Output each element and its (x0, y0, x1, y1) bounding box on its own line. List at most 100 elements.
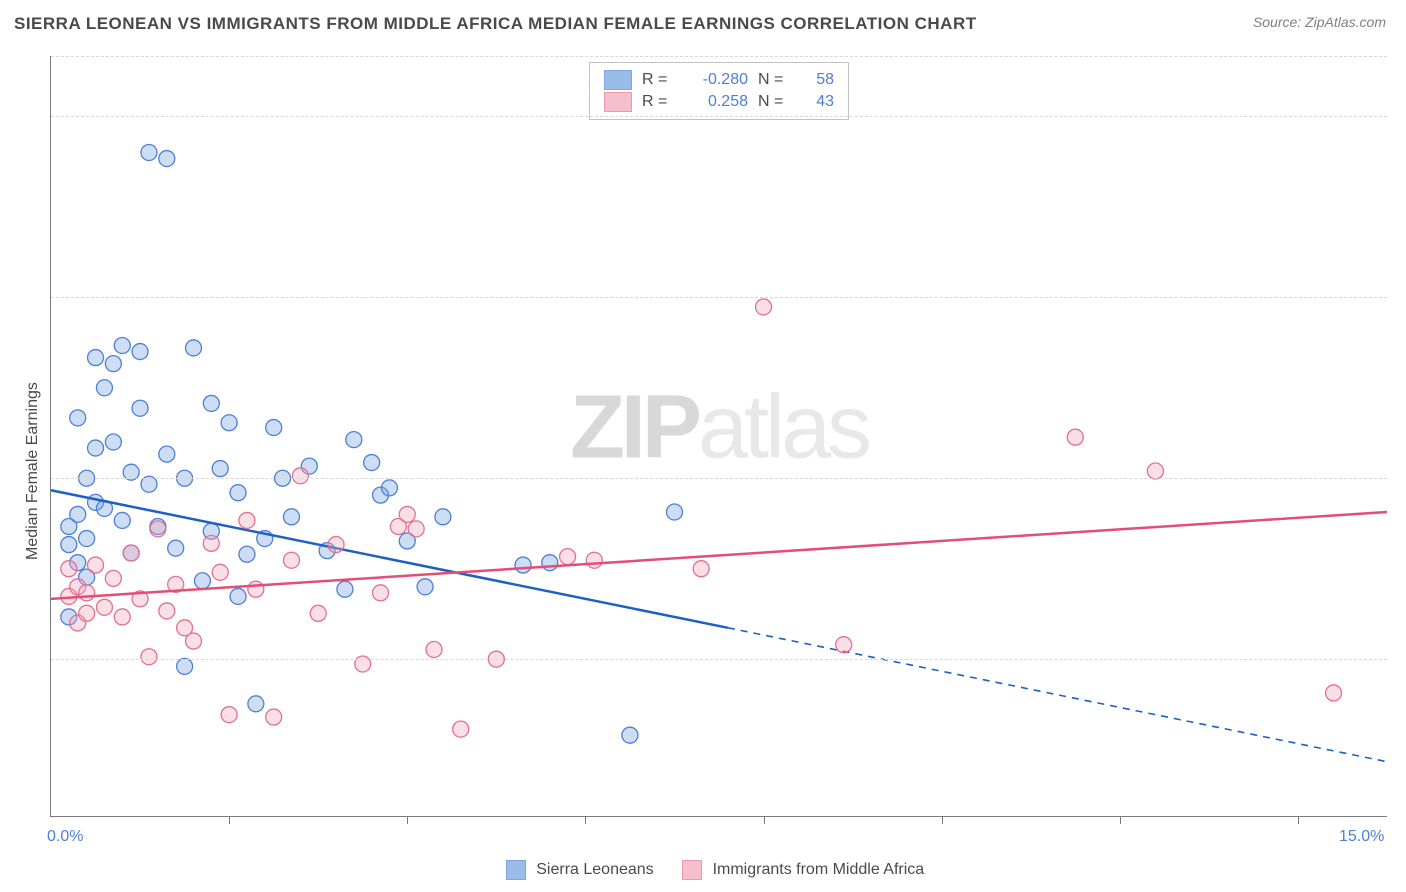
gridline (51, 116, 1387, 117)
gridline (51, 297, 1387, 298)
x-tick-mark (1298, 816, 1299, 824)
data-point (230, 588, 246, 604)
data-point (221, 707, 237, 723)
scatter-svg (51, 56, 1387, 816)
data-point (123, 545, 139, 561)
x-tick-mark (942, 816, 943, 824)
data-point (435, 509, 451, 525)
data-point (132, 344, 148, 360)
data-point (221, 415, 237, 431)
data-point (203, 395, 219, 411)
plot-area: ZIPatlas R = -0.280 N = 58 R = 0.258 N =… (50, 56, 1387, 817)
data-point (1147, 463, 1163, 479)
data-point (239, 512, 255, 528)
data-point (515, 557, 531, 573)
data-point (61, 537, 77, 553)
data-point (114, 338, 130, 354)
data-point (159, 603, 175, 619)
data-point (836, 637, 852, 653)
data-point (114, 512, 130, 528)
x-tick-label: 0.0% (47, 828, 83, 846)
source-label: Source: ZipAtlas.com (1253, 14, 1386, 30)
y-tick-label: $65,000 (1397, 287, 1406, 305)
data-point (70, 506, 86, 522)
data-point (283, 509, 299, 525)
data-point (586, 552, 602, 568)
data-point (203, 535, 219, 551)
data-point (373, 585, 389, 601)
x-tick-mark (1120, 816, 1121, 824)
data-point (79, 531, 95, 547)
bottom-label-1: Immigrants from Middle Africa (713, 861, 925, 878)
chart-title: SIERRA LEONEAN VS IMMIGRANTS FROM MIDDLE… (14, 14, 977, 34)
data-point (346, 432, 362, 448)
data-point (248, 696, 264, 712)
bottom-label-0: Sierra Leoneans (536, 861, 653, 878)
data-point (150, 521, 166, 537)
series-legend: Sierra Leoneans Immigrants from Middle A… (0, 860, 1406, 880)
data-point (328, 537, 344, 553)
gridline (51, 659, 1387, 660)
x-tick-mark (764, 816, 765, 824)
x-tick-mark (407, 816, 408, 824)
data-point (141, 145, 157, 161)
gridline (51, 56, 1387, 57)
data-point (622, 727, 638, 743)
data-point (266, 709, 282, 725)
data-point (186, 633, 202, 649)
data-point (337, 581, 353, 597)
trend-line-dashed (728, 628, 1387, 762)
data-point (88, 350, 104, 366)
data-point (114, 609, 130, 625)
data-point (212, 461, 228, 477)
data-point (70, 410, 86, 426)
y-tick-label: $80,000 (1397, 106, 1406, 124)
data-point (310, 605, 326, 621)
x-tick-mark (229, 816, 230, 824)
data-point (159, 446, 175, 462)
data-point (96, 599, 112, 615)
data-point (1326, 685, 1342, 701)
data-point (408, 521, 424, 537)
data-point (542, 555, 558, 571)
data-point (105, 570, 121, 586)
data-point (666, 504, 682, 520)
data-point (248, 581, 264, 597)
data-point (132, 400, 148, 416)
data-point (105, 356, 121, 372)
data-point (212, 564, 228, 580)
data-point (105, 434, 121, 450)
data-point (453, 721, 469, 737)
data-point (756, 299, 772, 315)
data-point (141, 649, 157, 665)
data-point (177, 658, 193, 674)
data-point (88, 557, 104, 573)
data-point (96, 380, 112, 396)
data-point (79, 585, 95, 601)
data-point (417, 579, 433, 595)
x-tick-mark (585, 816, 586, 824)
y-tick-label: $50,000 (1397, 468, 1406, 486)
data-point (61, 561, 77, 577)
data-point (426, 642, 442, 658)
data-point (194, 573, 210, 589)
data-point (186, 340, 202, 356)
data-point (168, 540, 184, 556)
data-point (266, 420, 282, 436)
data-point (239, 546, 255, 562)
y-tick-label: $35,000 (1397, 649, 1406, 667)
data-point (364, 455, 380, 471)
gridline (51, 478, 1387, 479)
data-point (79, 605, 95, 621)
data-point (230, 485, 246, 501)
y-axis-label: Median Female Earnings (24, 382, 42, 560)
bottom-swatch-0 (506, 860, 526, 880)
x-tick-label: 15.0% (1339, 828, 1384, 846)
trend-line (51, 490, 728, 628)
data-point (283, 552, 299, 568)
data-point (159, 151, 175, 167)
data-point (88, 440, 104, 456)
data-point (1067, 429, 1083, 445)
bottom-swatch-1 (682, 860, 702, 880)
data-point (399, 506, 415, 522)
